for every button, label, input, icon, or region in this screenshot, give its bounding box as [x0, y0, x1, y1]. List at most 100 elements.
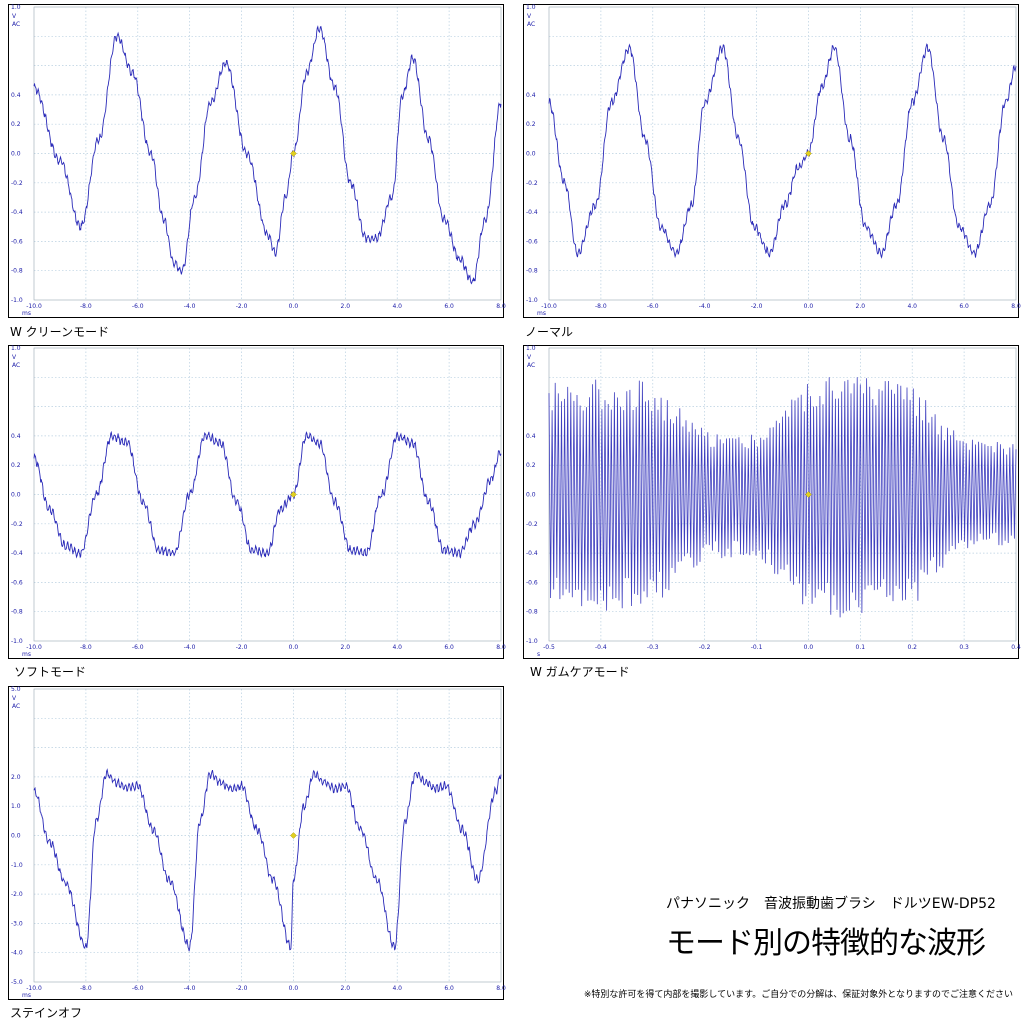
x-tick-label: 8.0 [496, 303, 506, 310]
y-tick-label: 0.2 [11, 121, 21, 128]
x-tick-label: 4.0 [392, 985, 402, 992]
y-tick-label: 0.0 [526, 151, 536, 158]
x-tick-label: -10.0 [26, 985, 42, 992]
x-unit-label: ms [22, 992, 31, 999]
x-tick-label: 6.0 [444, 644, 454, 651]
y-unit-label: V [12, 13, 17, 20]
y-tick-label: 0.2 [11, 462, 21, 469]
trigger-marker [290, 832, 297, 839]
x-tick-label: 4.0 [392, 644, 402, 651]
waveform-line [33, 25, 502, 285]
waveform-line [548, 43, 1017, 259]
trigger-marker [805, 491, 812, 498]
caption-w-clean: W クリーンモード [10, 325, 110, 339]
y-tick-label: -0.8 [11, 609, 23, 616]
x-tick-label: -6.0 [132, 985, 144, 992]
waveform-line [33, 430, 502, 559]
x-unit-label: ms [22, 310, 31, 317]
caption-w-gumcare: W ガムケアモード [530, 665, 630, 679]
x-tick-label: 0.2 [907, 644, 917, 651]
product-subtitle: パナソニック 音波振動歯ブラシ ドルツEW-DP52 [666, 896, 996, 912]
x-tick-label: -8.0 [80, 985, 92, 992]
y-tick-label: -5.0 [11, 979, 23, 986]
waveform-chart-soft: -10.0 -8.0 -6.0 -4.0 -2.0 0.0 2.0 4.0 6.0 8.0 1.0 0… [8, 345, 506, 659]
trigger-marker [290, 491, 297, 498]
waveform-chart-normal: -10.0 -8.0 -6.0 -4.0 -2.0 0.0 2.0 4.0 6.0 8.0 1.0 0… [523, 4, 1021, 318]
chart-frame [8, 345, 504, 659]
x-tick-label: -0.1 [751, 644, 763, 651]
waveform-chart-stain-off: -10.0 -8.0 -6.0 -4.0 -2.0 0.0 2.0 4.0 6.0 8.0 5.0 2… [8, 686, 506, 1000]
x-tick-label: 6.0 [444, 303, 454, 310]
y-tick-label: -0.6 [11, 238, 23, 245]
y-tick-label: -0.4 [11, 209, 23, 216]
disclaimer-note: ※特別な許可を得て内部を撮影しています。ご自分での分解は、保証対象外となりますの… [583, 990, 1013, 1000]
waveform-panel-normal: -10.0 -8.0 -6.0 -4.0 -2.0 0.0 2.0 4.0 6.0 8.0 1.0 0… [523, 4, 1021, 318]
y-tick-label: -4.0 [11, 950, 23, 957]
y-mode-label: AC [527, 362, 535, 369]
x-tick-label: 0.0 [804, 303, 814, 310]
y-tick-label: -0.8 [526, 609, 538, 616]
y-tick-label: 0.4 [11, 92, 21, 99]
x-tick-label: 8.0 [496, 985, 506, 992]
x-tick-label: -8.0 [80, 303, 92, 310]
y-tick-label: 0.4 [11, 433, 21, 440]
y-tick-label: 0.0 [11, 492, 21, 499]
caption-soft: ソフトモード [14, 665, 87, 679]
x-tick-label: 4.0 [907, 303, 917, 310]
x-tick-label: -2.0 [236, 303, 248, 310]
x-tick-label: 8.0 [496, 644, 506, 651]
x-tick-label: -8.0 [80, 644, 92, 651]
page-title: モード別の特徴的な波形 [666, 926, 986, 961]
waveform-line [548, 377, 1017, 618]
x-unit-label: s [537, 651, 540, 658]
x-tick-label: -2.0 [236, 985, 248, 992]
y-tick-label: 0.2 [526, 462, 536, 469]
y-tick-label: 0.0 [11, 151, 21, 158]
x-tick-label: 8.0 [1011, 303, 1021, 310]
x-tick-label: 0.0 [289, 303, 299, 310]
plot-area [548, 347, 1017, 642]
x-tick-label: 2.0 [341, 303, 351, 310]
y-tick-label: 0.0 [11, 833, 21, 840]
y-tick-label: 0.2 [526, 121, 536, 128]
y-tick-label: -0.2 [11, 180, 23, 187]
x-tick-label: -2.0 [236, 644, 248, 651]
waveform-panel-soft: -10.0 -8.0 -6.0 -4.0 -2.0 0.0 2.0 4.0 6.0 8.0 1.0 0… [8, 345, 506, 659]
y-tick-label: 1.0 [11, 345, 21, 352]
x-tick-label: -4.0 [184, 303, 196, 310]
x-tick-label: -8.0 [595, 303, 607, 310]
x-tick-label: 0.4 [1011, 644, 1021, 651]
waveform-panel-w-gumcare: -0.5 -0.4 -0.3 -0.2 -0.1 0.0 0.1 0.2 0.3 0.4 1.0 0.… [523, 345, 1021, 659]
x-tick-label: -10.0 [26, 644, 42, 651]
plot-area [33, 688, 502, 983]
y-tick-label: -2.0 [11, 891, 23, 898]
trigger-marker [290, 150, 297, 157]
x-tick-label: -0.4 [595, 644, 607, 651]
x-tick-label: -4.0 [699, 303, 711, 310]
y-tick-label: -3.0 [11, 920, 23, 927]
y-tick-label: 1.0 [11, 4, 21, 11]
y-unit-label: V [12, 695, 17, 702]
y-tick-label: -1.0 [11, 638, 23, 645]
waveform-panel-w-clean: -10.0 -8.0 -6.0 -4.0 -2.0 0.0 2.0 4.0 6.0 8.0 1.0 0… [8, 4, 506, 318]
caption-stain-off: ステインオフ [10, 1006, 83, 1020]
y-tick-label: -0.4 [11, 550, 23, 557]
x-tick-label: -6.0 [132, 303, 144, 310]
y-tick-label: -1.0 [11, 297, 23, 304]
y-mode-label: AC [527, 21, 535, 28]
x-tick-label: 2.0 [856, 303, 866, 310]
y-tick-label: -1.0 [526, 297, 538, 304]
x-tick-label: 6.0 [959, 303, 969, 310]
trigger-marker [805, 150, 812, 157]
chart-frame [8, 686, 504, 1000]
x-tick-label: -4.0 [184, 644, 196, 651]
y-tick-label: -0.8 [526, 268, 538, 275]
y-unit-label: V [527, 354, 532, 361]
y-tick-label: -0.6 [11, 579, 23, 586]
x-tick-label: -0.2 [699, 644, 711, 651]
y-tick-label: 1.0 [11, 803, 21, 810]
x-tick-label: 6.0 [444, 985, 454, 992]
y-tick-label: 5.0 [11, 686, 21, 693]
waveform-chart-w-clean: -10.0 -8.0 -6.0 -4.0 -2.0 0.0 2.0 4.0 6.0 8.0 1.0 0… [8, 4, 506, 318]
caption-normal: ノーマル [525, 325, 574, 339]
